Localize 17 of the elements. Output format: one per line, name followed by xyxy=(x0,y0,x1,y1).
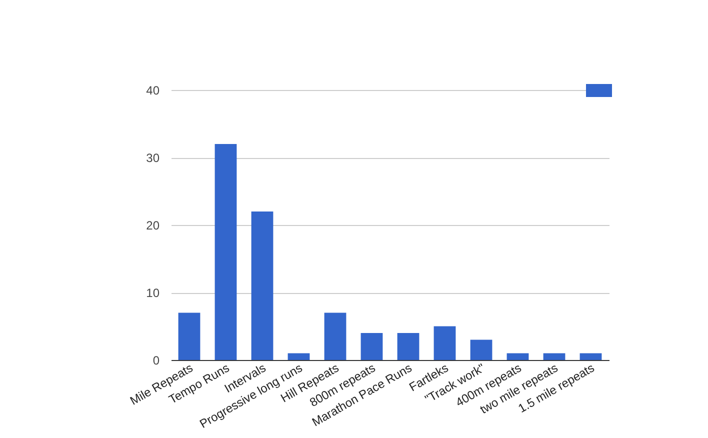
bar xyxy=(580,353,602,360)
bar xyxy=(434,326,456,360)
y-tick-label: 20 xyxy=(146,218,160,232)
bar xyxy=(543,353,566,360)
y-tick-label: 40 xyxy=(146,84,160,98)
bar xyxy=(288,353,310,360)
y-tick-label: 10 xyxy=(146,286,160,300)
bar xyxy=(251,212,274,360)
bar xyxy=(178,312,200,360)
bar xyxy=(397,333,420,360)
bar xyxy=(506,353,529,360)
y-tick-label: 30 xyxy=(146,151,160,165)
bar xyxy=(214,144,237,360)
y-tick-label: 0 xyxy=(152,354,160,368)
bar xyxy=(360,333,383,360)
bar xyxy=(470,340,492,360)
bar xyxy=(324,312,346,360)
